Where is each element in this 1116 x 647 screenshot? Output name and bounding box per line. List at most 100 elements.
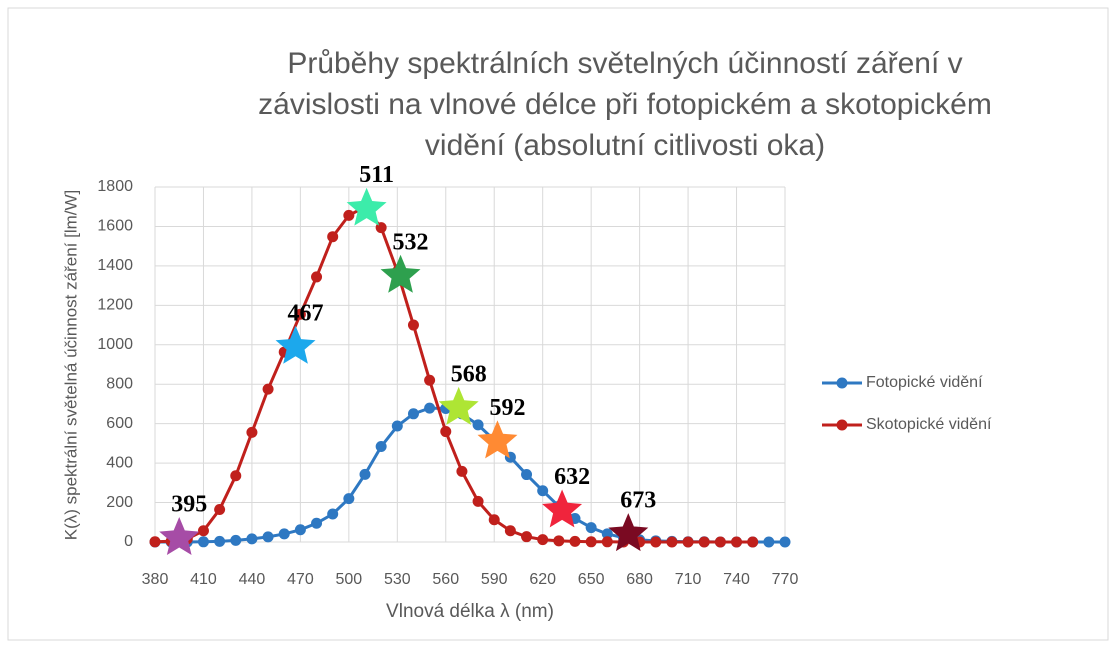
data-point [472,419,484,431]
data-point [731,536,743,548]
data-point [714,536,726,548]
y-axis-label: K(λ) spektrální světelná účinnost záření… [61,190,80,541]
chart-title: Průběhy spektrálních světelných účinnost… [287,47,962,80]
chart-title: závislosti na vlnové délce při fotopické… [258,88,992,121]
data-point [391,420,403,432]
data-point [214,535,226,547]
data-point [149,536,161,548]
data-point [246,426,258,438]
data-point [407,408,419,420]
data-point [294,308,306,320]
star-marker [542,489,583,528]
data-point [472,495,484,507]
annotation-label: 511 [359,162,394,188]
x-tick-label: 590 [481,571,508,588]
x-tick-label: 770 [772,571,799,588]
annotation-label: 632 [554,464,590,490]
data-point [698,536,710,548]
data-point [343,493,355,505]
data-point [553,535,565,547]
data-point [424,402,436,414]
data-point [230,534,242,546]
data-point [359,468,371,480]
x-tick-label: 710 [675,571,702,588]
y-tick-label: 400 [106,454,133,471]
star-marker [477,420,518,459]
data-point [311,271,323,283]
data-point [440,426,452,438]
y-tick-label: 1400 [97,257,133,274]
data-point [327,231,339,243]
star-marker [275,325,316,364]
x-tick-label: 410 [190,571,217,588]
data-point [197,536,209,548]
x-tick-label: 620 [529,571,556,588]
annotation-label: 568 [451,361,487,387]
y-tick-label: 1000 [97,336,133,353]
x-tick-label: 530 [384,571,411,588]
x-tick-label: 650 [578,571,605,588]
data-point [601,536,613,548]
x-axis-label: Vlnová délka λ (nm) [386,601,554,622]
data-point [343,209,355,221]
data-point [537,485,549,497]
data-point [650,536,662,548]
data-point [585,536,597,548]
annotation-label: 592 [489,395,525,421]
chart-title: vidění (absolutní citlivosti oka) [425,129,825,162]
data-point [311,517,323,529]
data-point [666,536,678,548]
legend-label: Fotopické vidění [866,374,983,391]
data-point [278,528,290,540]
y-tick-label: 200 [106,494,133,511]
legend-marker [836,377,848,389]
x-tick-label: 440 [239,571,266,588]
data-point [521,531,533,543]
x-tick-label: 500 [335,571,362,588]
star-marker [438,386,479,425]
data-point [246,533,258,545]
y-tick-label: 1600 [97,218,133,235]
y-tick-label: 1800 [97,178,133,195]
data-point [585,522,597,534]
star-marker [346,187,387,226]
x-tick-label: 470 [287,571,314,588]
data-point [197,525,209,537]
y-tick-label: 1200 [97,297,133,314]
data-point [294,524,306,536]
data-point [424,374,436,386]
data-point [262,531,274,543]
y-tick-label: 800 [106,375,133,392]
data-point [230,470,242,482]
star-marker [608,513,649,552]
data-point [407,319,419,331]
data-point [779,536,791,548]
x-tick-label: 740 [723,571,750,588]
annotation-label: 395 [171,492,207,518]
annotation-label: 673 [620,488,656,514]
data-point [601,528,613,540]
data-point [763,536,775,548]
annotation-label: 467 [288,300,324,326]
legend-marker [836,419,848,431]
data-point [488,514,500,526]
data-point [504,525,516,537]
y-tick-label: 0 [124,533,133,550]
legend-label: Skotopické vidění [866,416,992,433]
annotation-label: 532 [393,229,429,255]
data-point [682,536,694,548]
x-tick-label: 380 [142,571,169,588]
star-marker [159,517,200,556]
data-point [521,469,533,481]
data-point [747,536,759,548]
x-tick-label: 680 [626,571,653,588]
data-point [569,535,581,547]
data-point [327,508,339,520]
data-point [214,503,226,515]
data-point [456,465,468,477]
data-point [262,383,274,395]
data-point [375,441,387,453]
x-tick-label: 560 [432,571,459,588]
data-point [537,534,549,546]
